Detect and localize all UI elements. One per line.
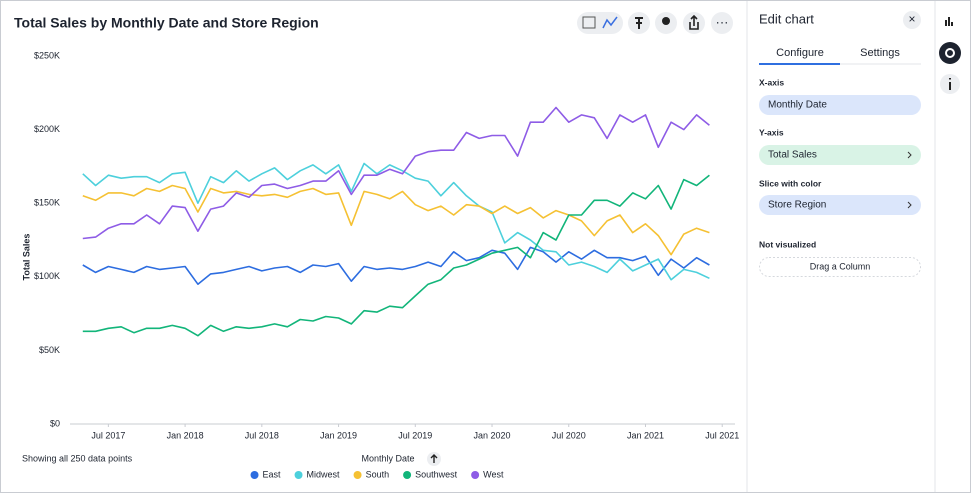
x-axis-label: Monthly Date <box>361 453 414 463</box>
legend-label: East <box>263 469 282 479</box>
table-icon[interactable] <box>582 16 596 29</box>
legend-swatch <box>403 471 412 479</box>
legend-label: West <box>483 469 504 479</box>
legend-swatch <box>294 471 303 479</box>
section-label: Not visualized <box>759 239 816 249</box>
pill[interactable] <box>759 95 921 115</box>
pin-icon <box>635 17 643 29</box>
chart-title: Total Sales by Monthly Date and Store Re… <box>14 15 319 31</box>
x-tick-label: Jul 2017 <box>91 430 125 440</box>
share-icon <box>689 14 699 30</box>
x-tick-label: Jan 2020 <box>473 430 510 440</box>
legend-label: Midwest <box>307 469 341 479</box>
y-axis-label: Total Sales <box>21 234 31 281</box>
x-tick-label: Jan 2018 <box>167 430 204 440</box>
pill-label: Total Sales <box>768 150 817 161</box>
series-line <box>82 246 710 285</box>
legend-swatch <box>353 471 362 479</box>
close-label: × <box>908 12 915 26</box>
x-tick-label: Jul 2020 <box>552 430 586 440</box>
pill-label: Store Region <box>768 200 826 211</box>
legend-label: Southwest <box>415 469 458 479</box>
x-tick-label: Jul 2019 <box>398 430 432 440</box>
legend-swatch <box>250 471 259 479</box>
y-tick-label: $200K <box>34 124 60 134</box>
section-label: Y-axis <box>759 127 784 137</box>
close-button[interactable] <box>903 11 921 29</box>
series-line <box>82 184 710 256</box>
chart-icon[interactable] <box>602 16 618 29</box>
more-button[interactable] <box>711 12 733 34</box>
chevron <box>907 201 912 209</box>
x-tick-label: Jan 2021 <box>627 430 664 440</box>
series-line <box>82 106 710 240</box>
toolbar: ··· <box>577 12 733 34</box>
edit-panel: Edit chart × Configure Settings X-axis M… <box>759 11 921 277</box>
drop-zone[interactable] <box>759 257 921 277</box>
view-toggle[interactable] <box>577 12 623 34</box>
more-label: ··· <box>716 14 729 29</box>
gear-icon <box>945 48 955 58</box>
pill[interactable] <box>759 145 921 165</box>
footer-note: Showing all 250 data points <box>22 453 133 463</box>
drop-zone-label: Drag a Column <box>810 261 871 271</box>
section-label: X-axis <box>759 77 784 87</box>
series-line <box>82 174 710 337</box>
side-rail <box>939 17 961 94</box>
bulb-icon <box>662 17 670 25</box>
y-tick-label: $50K <box>39 345 60 355</box>
series-line <box>82 162 710 281</box>
y-tick-label: $250K <box>34 50 60 60</box>
section-label: Slice with color <box>759 178 822 188</box>
pill-label: Monthly Date <box>768 100 827 111</box>
settings-rail-button[interactable] <box>939 42 961 64</box>
x-tick-label: Jul 2021 <box>705 430 739 440</box>
chart-rail-icon[interactable] <box>945 17 953 26</box>
y-tick-label: $0 <box>50 418 60 428</box>
sort-icon <box>430 454 438 463</box>
legend-swatch <box>471 471 480 479</box>
x-tick-label: Jan 2019 <box>320 430 357 440</box>
tab[interactable]: Configure <box>776 47 824 59</box>
legend-label: South <box>366 469 390 479</box>
y-tick-label: $150K <box>34 198 60 208</box>
chevron <box>907 151 912 159</box>
x-tick-label: Jul 2018 <box>245 430 279 440</box>
tab[interactable]: Settings <box>860 47 900 59</box>
pill[interactable] <box>759 195 921 215</box>
panel-title: Edit chart <box>759 11 814 26</box>
y-tick-label: $100K <box>34 271 60 281</box>
